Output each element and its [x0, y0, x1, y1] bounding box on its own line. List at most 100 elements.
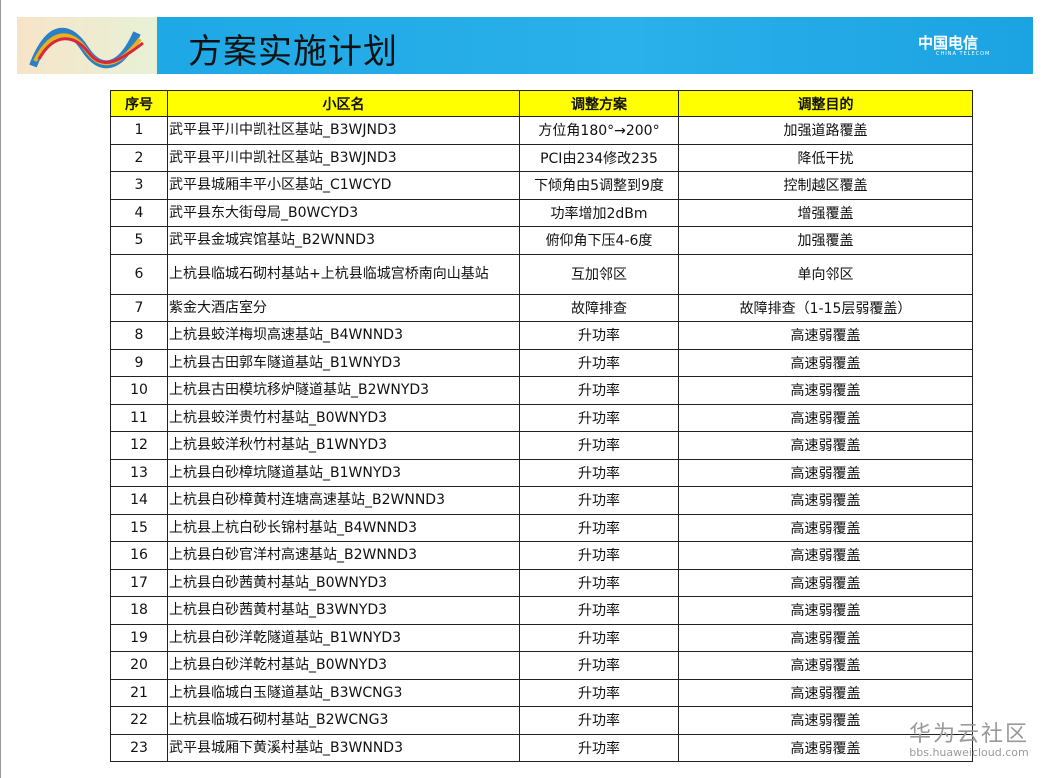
table-row: 10 上杭县古田模坑移炉隧道基站_B2WNYD3 升功率 高速弱覆盖: [110, 376, 973, 405]
cell-name: 上杭县白砂官洋村高速基站_B2WNND3: [167, 541, 520, 570]
watermark: 华为云社区 bbs.huaweicloud.com: [908, 722, 1029, 759]
index-cell: 3: [110, 171, 168, 200]
china-telecom-logo: 中国电信 CHINA TELECOM: [918, 34, 991, 57]
adjustment-cell: 升功率: [519, 321, 679, 350]
table-row: 13 上杭县白砂樟坑隧道基站_B1WNYD3 升功率 高速弱覆盖: [110, 458, 973, 487]
purpose-cell: 加强道路覆盖: [678, 116, 973, 145]
table-row: 11 上杭县蛟洋贵竹村基站_B0WNYD3 升功率 高速弱覆盖: [110, 403, 973, 432]
cell-name: 武平县城厢丰平小区基站_C1WCYD: [167, 171, 520, 200]
purpose-cell: 高速弱覆盖: [678, 568, 973, 597]
index-cell: 19: [110, 623, 168, 652]
adjustment-cell: 升功率: [519, 458, 679, 487]
cell-name: 上杭县临城白玉隧道基站_B3WCNG3: [167, 678, 520, 707]
purpose-cell: 高速弱覆盖: [678, 513, 973, 542]
column-header-cell-name: 小区名: [167, 90, 520, 117]
cell-name: 上杭县古田郭车隧道基站_B1WNYD3: [167, 348, 520, 377]
cell-name: 上杭县白砂洋乾村基站_B0WNYD3: [167, 651, 520, 680]
purpose-cell: 故障排查（1-15层弱覆盖）: [678, 293, 973, 322]
index-cell: 18: [110, 596, 168, 625]
index-cell: 14: [110, 486, 168, 515]
table-row: 15 上杭县上杭白砂长锦村基站_B4WNND3 升功率 高速弱覆盖: [110, 513, 973, 542]
index-cell: 21: [110, 678, 168, 707]
adjustment-cell: 升功率: [519, 431, 679, 460]
purpose-cell: 高速弱覆盖: [678, 403, 973, 432]
table-row: 2 武平县平川中凯社区基站_B3WJND3 PCI由234修改235 降低干扰: [110, 143, 973, 172]
index-cell: 2: [110, 143, 168, 172]
table-row: 6 上杭县临城石砌村基站+上杭县临城宫桥南向山基站 互加邻区 单向邻区: [110, 253, 973, 295]
cell-name: 上杭县白砂樟黄村连塘高速基站_B2WNND3: [167, 486, 520, 515]
purpose-cell: 加强覆盖: [678, 226, 973, 255]
cell-name: 上杭县古田模坑移炉隧道基站_B2WNYD3: [167, 376, 520, 405]
index-cell: 7: [110, 293, 168, 322]
adjustment-cell: 俯仰角下压4-6度: [519, 226, 679, 255]
adjustment-cell: 升功率: [519, 733, 679, 762]
adjustment-cell: PCI由234修改235: [519, 143, 679, 172]
cell-name: 上杭县白砂洋乾隧道基站_B1WNYD3: [167, 623, 520, 652]
cell-name: 上杭县蛟洋梅坝高速基站_B4WNND3: [167, 321, 520, 350]
table-row: 1 武平县平川中凯社区基站_B3WJND3 方位角180°→200° 加强道路覆盖: [110, 116, 973, 145]
column-header-purpose: 调整目的: [678, 90, 973, 117]
purpose-cell: 高速弱覆盖: [678, 733, 973, 762]
table-row: 8 上杭县蛟洋梅坝高速基站_B4WNND3 升功率 高速弱覆盖: [110, 321, 973, 350]
index-cell: 8: [110, 321, 168, 350]
cell-name: 上杭县蛟洋贵竹村基站_B0WNYD3: [167, 403, 520, 432]
index-cell: 17: [110, 568, 168, 597]
cell-name: 武平县城厢下黄溪村基站_B3WNND3: [167, 733, 520, 762]
index-cell: 1: [110, 116, 168, 145]
cell-name: 武平县金城宾馆基站_B2WNND3: [167, 226, 520, 255]
table-row: 9 上杭县古田郭车隧道基站_B1WNYD3 升功率 高速弱覆盖: [110, 348, 973, 377]
table-row: 3 武平县城厢丰平小区基站_C1WCYD 下倾角由5调整到9度 控制越区覆盖: [110, 171, 973, 200]
column-header-index: 序号: [110, 90, 168, 117]
adjustment-cell: 升功率: [519, 486, 679, 515]
purpose-cell: 高速弱覆盖: [678, 486, 973, 515]
table-row: 21 上杭县临城白玉隧道基站_B3WCNG3 升功率 高速弱覆盖: [110, 678, 973, 707]
purpose-cell: 高速弱覆盖: [678, 706, 973, 735]
adjustment-cell: 升功率: [519, 403, 679, 432]
index-cell: 13: [110, 458, 168, 487]
table-row: 7 紫金大酒店室分 故障排查 故障排查（1-15层弱覆盖）: [110, 293, 973, 322]
adjustment-cell: 升功率: [519, 623, 679, 652]
adjustment-cell: 功率增加2dBm: [519, 198, 679, 227]
table-row: 23 武平县城厢下黄溪村基站_B3WNND3 升功率 高速弱覆盖: [110, 733, 973, 762]
adjustment-cell: 升功率: [519, 348, 679, 377]
cell-name: 上杭县蛟洋秋竹村基站_B1WNYD3: [167, 431, 520, 460]
index-cell: 5: [110, 226, 168, 255]
purpose-cell: 降低干扰: [678, 143, 973, 172]
page-title: 方案实施计划: [188, 32, 398, 72]
purpose-cell: 高速弱覆盖: [678, 623, 973, 652]
index-cell: 10: [110, 376, 168, 405]
cell-name: 上杭县上杭白砂长锦村基站_B4WNND3: [167, 513, 520, 542]
implementation-plan-table: 序号 小区名 调整方案 调整目的 1 武平县平川中凯社区基站_B3WJND3 方位角…: [110, 90, 973, 762]
cell-name: 上杭县白砂茜黄村基站_B3WNYD3: [167, 596, 520, 625]
purpose-cell: 增强覆盖: [678, 198, 973, 227]
table-row: 4 武平县东大街母局_B0WCYD3 功率增加2dBm 增强覆盖: [110, 198, 973, 227]
adjustment-cell: 升功率: [519, 376, 679, 405]
adjustment-cell: 升功率: [519, 541, 679, 570]
cell-name: 武平县平川中凯社区基站_B3WJND3: [167, 116, 520, 145]
table-header-row: 序号 小区名 调整方案 调整目的: [110, 90, 973, 117]
purpose-cell: 高速弱覆盖: [678, 596, 973, 625]
purpose-cell: 高速弱覆盖: [678, 541, 973, 570]
table-row: 16 上杭县白砂官洋村高速基站_B2WNND3 升功率 高速弱覆盖: [110, 541, 973, 570]
adjustment-cell: 互加邻区: [519, 253, 679, 295]
table-row: 14 上杭县白砂樟黄村连塘高速基站_B2WNND3 升功率 高速弱覆盖: [110, 486, 973, 515]
table-row: 12 上杭县蛟洋秋竹村基站_B1WNYD3 升功率 高速弱覆盖: [110, 431, 973, 460]
adjustment-cell: 升功率: [519, 678, 679, 707]
index-cell: 12: [110, 431, 168, 460]
purpose-cell: 高速弱覆盖: [678, 321, 973, 350]
adjustment-cell: 升功率: [519, 651, 679, 680]
purpose-cell: 单向邻区: [678, 253, 973, 295]
purpose-cell: 高速弱覆盖: [678, 376, 973, 405]
purpose-cell: 高速弱覆盖: [678, 458, 973, 487]
table-row: 19 上杭县白砂洋乾隧道基站_B1WNYD3 升功率 高速弱覆盖: [110, 623, 973, 652]
cell-name: 上杭县白砂樟坑隧道基站_B1WNYD3: [167, 458, 520, 487]
index-cell: 23: [110, 733, 168, 762]
cell-name: 上杭县临城石砌村基站_B2WCNG3: [167, 706, 520, 735]
adjustment-cell: 升功率: [519, 596, 679, 625]
title-banner: [17, 17, 1033, 74]
index-cell: 4: [110, 198, 168, 227]
decorative-logo-image: [17, 17, 157, 74]
cell-name: 武平县东大街母局_B0WCYD3: [167, 198, 520, 227]
slide-edge: [0, 0, 1, 778]
cell-name: 上杭县白砂茜黄村基站_B0WNYD3: [167, 568, 520, 597]
